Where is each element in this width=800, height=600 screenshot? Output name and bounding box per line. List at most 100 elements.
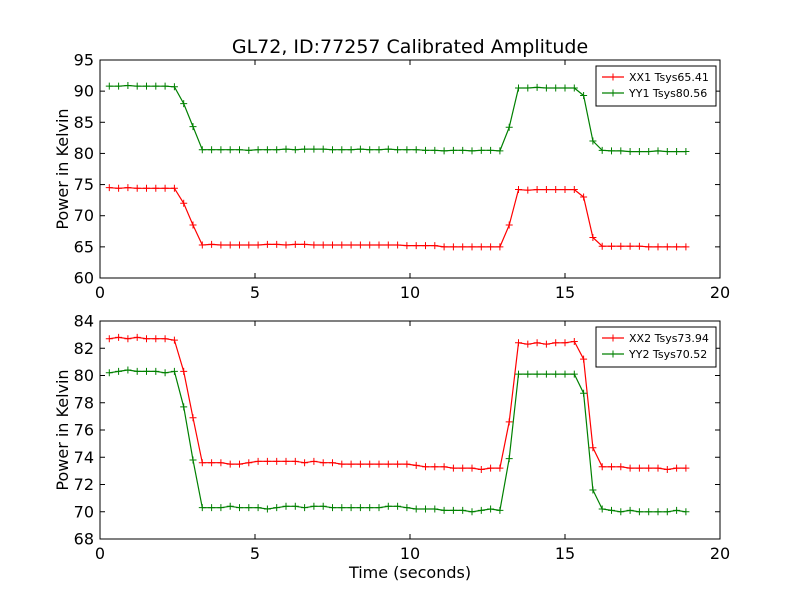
x-axis-label: Time (seconds)	[348, 563, 471, 582]
data-point	[254, 457, 262, 465]
legend-marker	[609, 334, 617, 342]
data-point	[459, 506, 467, 514]
data-point	[524, 186, 532, 194]
data-point	[394, 241, 402, 249]
data-point	[635, 508, 643, 516]
data-point	[626, 464, 634, 472]
x-tick-label: 20	[710, 544, 730, 563]
data-point	[589, 137, 597, 145]
data-point	[189, 221, 197, 229]
data-point	[449, 506, 457, 514]
y-tick-label: 80	[74, 366, 94, 385]
data-point	[180, 199, 188, 207]
data-point	[143, 184, 150, 192]
y-tick-label: 70	[74, 502, 94, 521]
data-point	[273, 240, 281, 248]
data-point	[570, 186, 578, 194]
data-point	[598, 463, 606, 471]
data-point	[598, 505, 606, 513]
data-point	[552, 339, 560, 347]
data-point	[496, 147, 504, 155]
data-point	[133, 333, 141, 341]
data-point	[282, 502, 290, 510]
data-point	[347, 460, 355, 468]
series-1-group	[105, 333, 690, 474]
data-point	[589, 444, 597, 452]
data-point	[124, 82, 132, 90]
x-tick-label: 5	[250, 544, 260, 563]
data-point	[236, 460, 243, 468]
data-point	[431, 242, 439, 250]
data-point	[291, 502, 299, 510]
data-point	[654, 147, 662, 155]
data-point	[561, 84, 569, 92]
data-point	[542, 186, 550, 194]
data-point	[329, 504, 336, 512]
legend-label: YY2 Tsys70.52	[628, 348, 707, 361]
data-point	[505, 418, 513, 426]
data-point	[161, 335, 169, 343]
data-point	[682, 464, 690, 472]
data-point	[645, 508, 653, 516]
data-point	[431, 505, 439, 513]
data-point	[384, 460, 392, 468]
data-point	[375, 146, 383, 154]
data-point	[310, 241, 318, 249]
data-point	[626, 148, 634, 156]
data-point	[273, 146, 281, 154]
data-point	[152, 335, 160, 343]
data-point	[254, 504, 262, 512]
data-point	[589, 234, 597, 242]
data-point	[394, 460, 402, 468]
data-point	[412, 146, 420, 154]
data-point	[598, 242, 606, 250]
data-point	[143, 335, 150, 343]
data-point	[384, 145, 392, 153]
data-point	[440, 463, 448, 471]
data-point	[217, 146, 225, 154]
data-point	[366, 146, 374, 154]
data-point	[431, 463, 439, 471]
data-point	[319, 459, 327, 467]
x-tick-label: 5	[250, 283, 260, 302]
data-point	[115, 333, 123, 341]
x-tick-label: 10	[400, 283, 420, 302]
data-point	[580, 389, 588, 397]
data-point	[356, 504, 364, 512]
y-tick-label: 82	[74, 339, 94, 358]
data-point	[263, 457, 271, 465]
data-point	[552, 370, 560, 378]
data-point	[552, 186, 560, 194]
data-point	[236, 146, 243, 154]
y-tick-label: 76	[74, 421, 94, 440]
data-point	[645, 464, 653, 472]
data-point	[561, 186, 569, 194]
data-point	[412, 505, 420, 513]
data-point	[375, 460, 383, 468]
data-point	[449, 243, 457, 251]
legend: XX1 Tsys65.41 YY1 Tsys80.56	[595, 65, 717, 107]
y-tick-label: 85	[74, 113, 94, 132]
bottom-panel: 0 5 10 15 20 68 70 72 74 76 78 80 82 84 Power in Kelvi…	[53, 312, 730, 583]
data-point	[291, 146, 299, 154]
data-point	[626, 506, 634, 514]
y-tick-label: 84	[74, 312, 94, 331]
chart-title: GL72, ID:77257 Calibrated Amplitude	[232, 36, 588, 58]
data-point	[347, 504, 355, 512]
legend-box	[595, 326, 717, 368]
data-point	[282, 457, 290, 465]
data-point	[245, 459, 253, 467]
data-point	[542, 370, 550, 378]
data-point	[663, 466, 671, 474]
legend-marker	[609, 350, 617, 358]
data-point	[226, 241, 234, 249]
data-point	[635, 464, 643, 472]
data-point	[384, 241, 392, 249]
data-point	[422, 505, 429, 513]
legend-label: YY1 Tsys80.56	[628, 87, 707, 100]
legend-label: XX2 Tsys73.94	[629, 332, 709, 345]
data-point	[161, 184, 169, 192]
data-point	[524, 370, 532, 378]
data-point	[180, 403, 188, 411]
data-point	[663, 243, 671, 251]
